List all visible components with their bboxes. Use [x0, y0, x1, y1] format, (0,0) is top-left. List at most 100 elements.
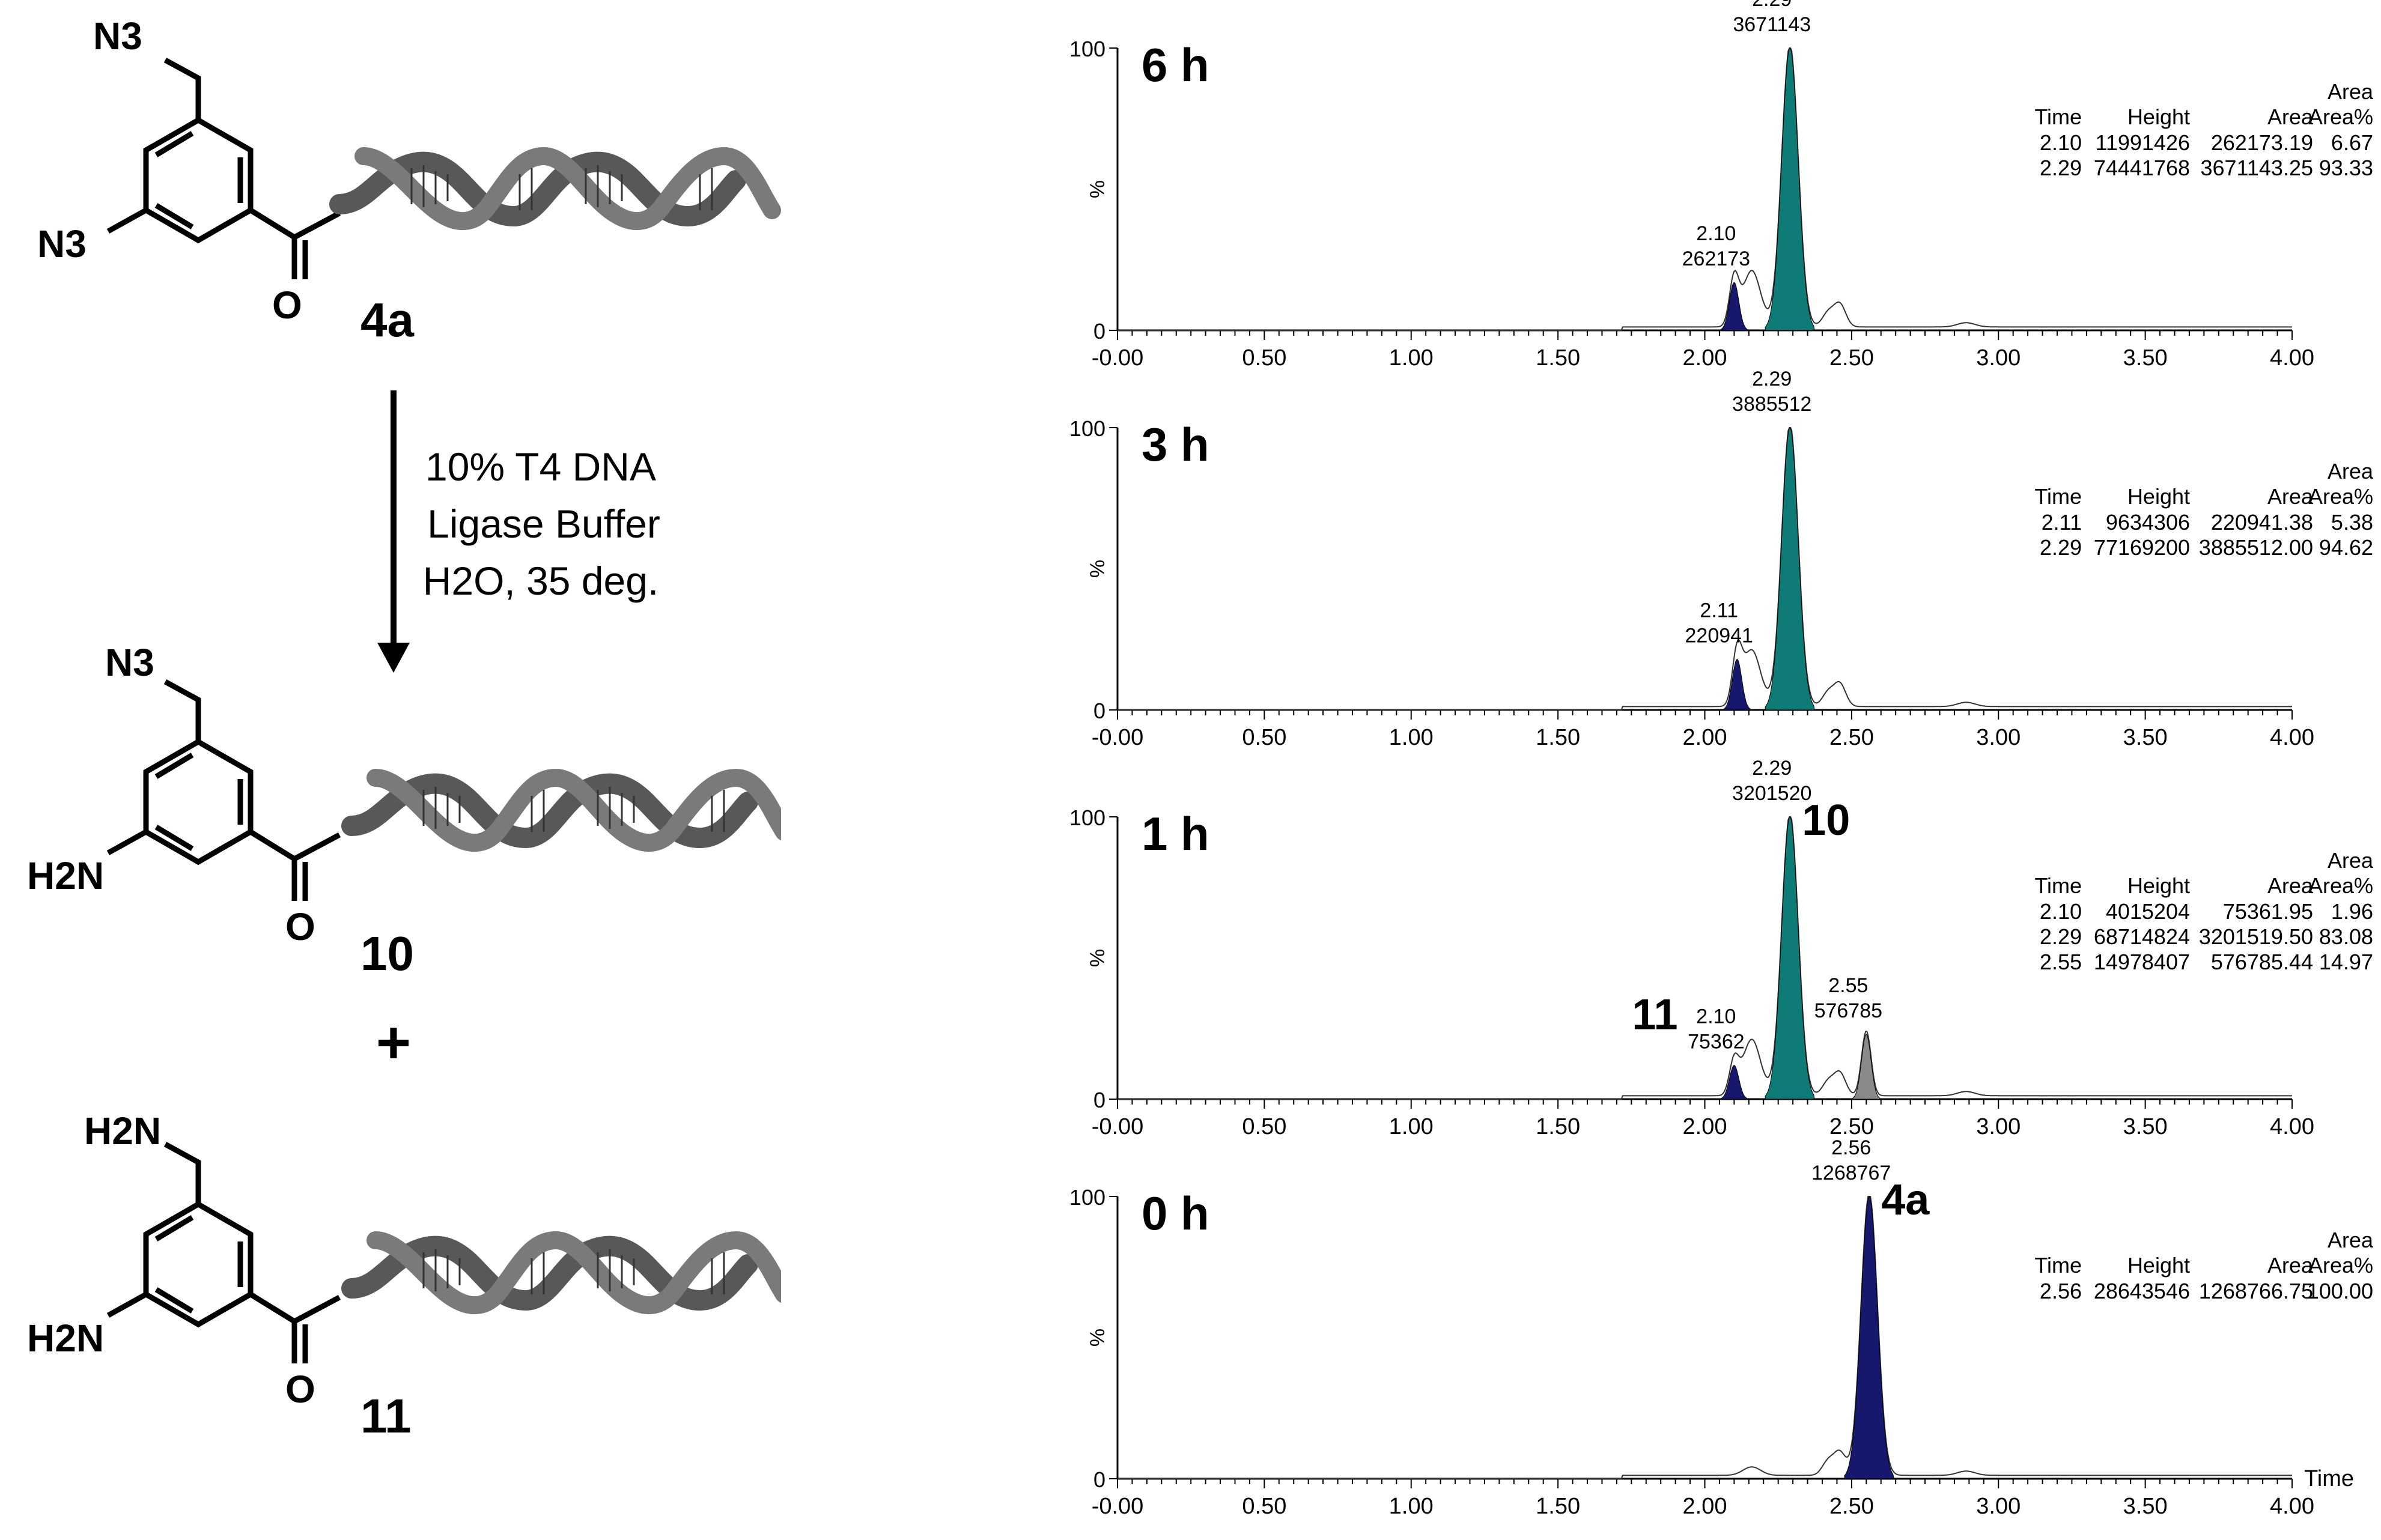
compound-11-id: 11 — [360, 1389, 412, 1443]
compound-4a-id: 4a — [360, 293, 414, 347]
table-cell: 2.29 — [2040, 535, 2082, 560]
table-header-top: Area — [2328, 848, 2374, 873]
peak-fill — [1765, 426, 1815, 711]
chromatogram-panel: -0.00 0.50 1.00 1.50 2.00 2.50 3.00 3.50 4.00 0 10… — [1069, 757, 2374, 1139]
table-column-header: Time — [2034, 1253, 2082, 1278]
compound-10-ring-group: H2N — [27, 854, 104, 897]
reaction-condition-line-1: 10% T4 DNA — [425, 444, 656, 489]
x-tick-label: -0.00 — [1092, 725, 1144, 750]
compound-11-carbonyl: O — [285, 1368, 315, 1411]
table-cell: 14978407 — [2094, 950, 2190, 974]
peak-time-label: 2.29 — [1752, 0, 1792, 11]
peak-time-label: 2.10 — [1696, 222, 1736, 245]
y-tick-label: 100 — [1069, 805, 1105, 830]
peak-area-label: 3885512 — [1732, 393, 1811, 416]
peak-fill — [1720, 1064, 1750, 1100]
x-tick-label: 0.50 — [1242, 1114, 1286, 1139]
compound-10-carbonyl: O — [285, 905, 315, 948]
table-header-top: Area — [2328, 459, 2374, 484]
y-tick-label: 0 — [1093, 1467, 1105, 1492]
x-tick-label: 2.50 — [1829, 1494, 1874, 1519]
peak-time-label: 2.56 — [1831, 1136, 1871, 1159]
x-tick-label: 1.50 — [1536, 1494, 1580, 1519]
reaction-arrow — [377, 390, 410, 673]
peak-area-label: 75362 — [1688, 1031, 1745, 1053]
compound-11-ring-group: H2N — [27, 1317, 104, 1360]
table-cell: 2.10 — [2040, 130, 2082, 155]
x-tick-label: 1.00 — [1389, 725, 1434, 750]
table-column-header: Area% — [2308, 873, 2373, 898]
x-tick-label: 2.00 — [1683, 1114, 1727, 1139]
table-cell: 5.38 — [2331, 510, 2373, 535]
time-label: 0 h — [1142, 1187, 1209, 1240]
y-axis-label: % — [1086, 949, 1109, 967]
table-column-header: Area% — [2308, 1253, 2373, 1278]
compound-11-structure — [108, 1144, 781, 1363]
table-column-header: Time — [2034, 105, 2082, 129]
table-cell: 28643546 — [2094, 1279, 2190, 1303]
table-cell: 1268766.75 — [2199, 1279, 2313, 1303]
table-cell: 74441768 — [2094, 156, 2190, 180]
peak-area-label: 576785 — [1814, 999, 1882, 1022]
x-tick-label: 1.50 — [1536, 725, 1580, 750]
time-label: 3 h — [1142, 418, 1209, 471]
x-tick-label: 1.00 — [1389, 345, 1434, 371]
table-header-top: Area — [2328, 79, 2374, 104]
y-tick-label: 0 — [1093, 319, 1105, 344]
table-cell: 2.11 — [2042, 510, 2082, 535]
x-tick-label: 2.00 — [1683, 345, 1727, 371]
table-cell: 2.29 — [2040, 156, 2082, 180]
table-column-header: Height — [2127, 484, 2190, 509]
table-column-header: Height — [2127, 873, 2190, 898]
peak-area-label: 220941 — [1685, 624, 1753, 647]
compound-10-top-group: N3 — [105, 641, 154, 684]
table-cell: 3201519.50 — [2199, 924, 2313, 949]
x-tick-label: 3.50 — [2123, 1114, 2168, 1139]
y-tick-label: 0 — [1093, 699, 1105, 723]
table-cell: 2.29 — [2040, 924, 2082, 949]
compound-10-structure — [108, 682, 781, 901]
peak-time-label: 2.10 — [1696, 1005, 1736, 1028]
x-tick-label: 2.00 — [1683, 725, 1727, 750]
x-tick-label: 1.50 — [1536, 345, 1580, 371]
plus-sign: + — [376, 1009, 411, 1076]
chromatogram-panel: -0.00 0.50 1.00 1.50 2.00 2.50 3.00 3.50 4.00 0 10… — [1069, 0, 2374, 371]
compound-10-id: 10 — [360, 927, 414, 980]
table-cell: 2.10 — [2040, 899, 2082, 924]
peak-fill — [1765, 816, 1815, 1100]
peak-area-label: 3201520 — [1732, 782, 1811, 805]
peak-fill — [1720, 282, 1749, 331]
reaction-condition-line-3: H2O, 35 deg. — [423, 559, 659, 603]
table-column-header: Area — [2267, 1253, 2314, 1278]
table-column-header: Time — [2034, 873, 2082, 898]
x-tick-label: 4.00 — [2270, 1494, 2314, 1519]
time-label: 6 h — [1142, 38, 1209, 91]
table-cell: 77169200 — [2094, 535, 2190, 560]
table-cell: 4015204 — [2106, 899, 2190, 924]
x-tick-label: 3.50 — [2123, 345, 2168, 371]
compound-peak-label: 10 — [1802, 796, 1850, 844]
y-axis-label: % — [1086, 180, 1109, 198]
table-cell: 9634306 — [2106, 510, 2190, 535]
compound-11-top-group: H2N — [84, 1109, 161, 1153]
table-column-header: Area% — [2308, 105, 2373, 129]
x-tick-label: 0.50 — [1242, 1494, 1286, 1519]
compound-4a-ring-group: N3 — [37, 222, 87, 265]
x-tick-label: 0.50 — [1242, 345, 1286, 371]
chromatogram-panel: -0.00 0.50 1.00 1.50 2.00 2.50 3.00 3.50 4.00 0 10… — [1069, 368, 2374, 750]
table-cell: 3885512.00 — [2199, 535, 2313, 560]
x-tick-label: 2.50 — [1829, 725, 1874, 750]
table-column-header: Height — [2127, 105, 2190, 129]
chromatogram-trace — [1118, 47, 2292, 331]
chromatogram-panel: -0.00 0.50 1.00 1.50 2.00 2.50 3.00 3.50 4.00 0 10… — [1069, 1136, 2374, 1519]
table-cell: 14.97 — [2319, 950, 2373, 974]
x-tick-label: 2.50 — [1829, 1114, 1874, 1139]
peak-fill — [1723, 658, 1752, 711]
table-column-header: Area — [2267, 484, 2314, 509]
y-axis-label: % — [1086, 1329, 1109, 1347]
x-axis-label: Time — [2304, 1466, 2354, 1491]
x-tick-label: 1.50 — [1536, 1114, 1580, 1139]
peak-time-label: 2.11 — [1700, 599, 1738, 622]
table-cell: 100.00 — [2307, 1279, 2373, 1303]
table-cell: 93.33 — [2319, 156, 2373, 180]
